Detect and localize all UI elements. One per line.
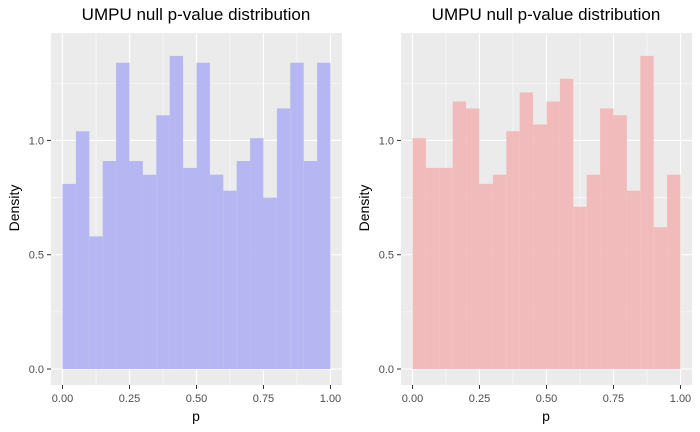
left-histogram-bar-4 xyxy=(116,62,130,369)
left-x-axis-label: p xyxy=(192,408,200,424)
right-chart-panel: UMPU null p-value distribution 0.00 0.25 0… xyxy=(350,0,700,432)
left-histogram-bar-17 xyxy=(290,62,304,369)
right-y-axis-label: Density xyxy=(356,185,372,232)
right-histogram-bar-8 xyxy=(519,92,534,369)
left-histogram-bar-14 xyxy=(250,138,264,369)
left-x-tick-label-4: 1.00 xyxy=(320,393,341,405)
right-histogram-bar-10 xyxy=(546,101,560,370)
left-histogram-bar-18 xyxy=(303,161,318,369)
right-x-tick-label-0: 0.00 xyxy=(402,393,423,405)
left-chart-title: UMPU null p-value distribution xyxy=(82,5,311,24)
right-histogram-bar-16 xyxy=(626,190,641,369)
right-histogram-bars xyxy=(412,55,681,370)
left-histogram-bar-0 xyxy=(62,183,76,369)
right-histogram-bar-3 xyxy=(452,101,467,370)
right-chart-title: UMPU null p-value distribution xyxy=(432,5,661,24)
right-x-tick-label-2: 0.50 xyxy=(536,393,557,405)
left-histogram-chart: UMPU null p-value distribution 0.00 0.25 0… xyxy=(6,5,342,424)
left-chart-panel: UMPU null p-value distribution 0.00 0.25 0… xyxy=(6,5,342,424)
left-x-tick-label-1: 0.25 xyxy=(119,393,140,405)
right-histogram-bar-2 xyxy=(439,167,453,369)
right-x-tick-label-3: 0.75 xyxy=(603,393,624,405)
left-histogram-bar-9 xyxy=(183,167,197,369)
left-x-tick-label-2: 0.50 xyxy=(186,393,207,405)
right-histogram-bar-12 xyxy=(573,206,587,369)
right-histogram-bar-0 xyxy=(412,138,426,369)
left-histogram-bar-2 xyxy=(89,236,103,369)
right-histogram-bar-11 xyxy=(559,78,574,369)
left-histogram-bar-19 xyxy=(317,62,331,369)
left-histogram-bar-10 xyxy=(196,62,210,369)
right-histogram-bar-14 xyxy=(600,108,614,369)
right-axis-ticks: 0.00 0.25 0.50 0.75 1.00 0.0 0.5 1.0 xyxy=(379,135,691,405)
right-histogram-bar-19 xyxy=(667,174,681,369)
left-histogram-bar-12 xyxy=(223,190,237,369)
left-axis-ticks: 0.00 0.25 0.50 0.75 1.00 0.0 0.5 1.0 xyxy=(29,135,341,405)
left-x-tick-label-0: 0.00 xyxy=(52,393,73,405)
left-y-tick-label-2: 1.0 xyxy=(29,135,44,147)
left-x-tick-label-3: 0.75 xyxy=(253,393,274,405)
right-histogram-bar-13 xyxy=(586,174,601,369)
right-x-tick-label-4: 1.00 xyxy=(670,393,691,405)
right-histogram-chart: UMPU null p-value distribution 0.00 0.25 0… xyxy=(356,5,692,424)
right-histogram-bar-4 xyxy=(466,108,480,369)
right-histogram-bar-18 xyxy=(653,227,668,369)
left-histogram-bar-7 xyxy=(156,115,170,370)
right-histogram-bar-1 xyxy=(425,167,440,369)
right-histogram-bar-17 xyxy=(640,55,654,369)
left-histogram-bar-6 xyxy=(142,174,157,369)
right-y-tick-label-2: 1.0 xyxy=(379,135,394,147)
right-histogram-bar-6 xyxy=(492,174,507,369)
right-x-tick-label-1: 0.25 xyxy=(469,393,490,405)
left-histogram-bar-13 xyxy=(236,161,251,369)
left-histogram-bar-5 xyxy=(129,161,143,369)
right-y-tick-label-0: 0.0 xyxy=(379,364,394,376)
left-histogram-bar-8 xyxy=(169,55,184,369)
left-y-axis-label: Density xyxy=(6,185,22,232)
right-histogram-bar-5 xyxy=(479,183,493,369)
right-histogram-bar-9 xyxy=(533,124,547,369)
right-histogram-bar-15 xyxy=(613,115,627,370)
left-histogram-bars xyxy=(62,55,331,370)
left-histogram-bar-3 xyxy=(102,161,117,369)
right-y-tick-label-1: 0.5 xyxy=(379,250,394,262)
right-histogram-bar-7 xyxy=(506,131,520,369)
left-y-tick-label-1: 0.5 xyxy=(29,250,44,262)
left-y-tick-label-0: 0.0 xyxy=(29,364,44,376)
right-x-axis-label: p xyxy=(542,408,550,424)
left-histogram-bar-16 xyxy=(276,108,291,369)
left-histogram-bar-15 xyxy=(263,197,277,369)
left-histogram-bar-1 xyxy=(75,131,90,369)
left-histogram-bar-11 xyxy=(209,174,224,369)
